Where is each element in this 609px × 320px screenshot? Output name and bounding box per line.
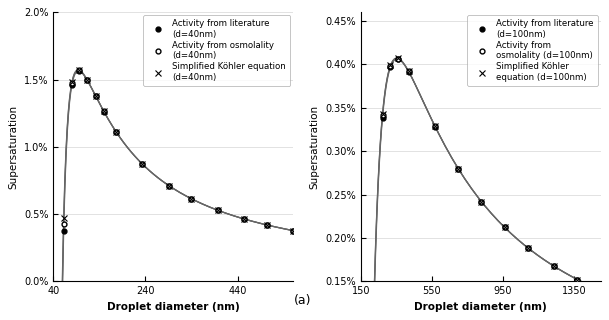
Simplified Köhler
equation (d=100nm) bbox=[454, 167, 462, 171]
Activity from osmolality
(d=40nm) bbox=[76, 68, 83, 72]
Activity from literature
(d=100nm) bbox=[431, 124, 438, 128]
Activity from osmolality
(d=40nm) bbox=[289, 229, 297, 233]
Activity from literature
(d=100nm) bbox=[501, 226, 509, 229]
Simplified Köhler equation
(d=40nm) bbox=[241, 217, 248, 221]
Activity from
osmolality (d=100nm) bbox=[524, 246, 532, 250]
Simplified Köhler equation
(d=40nm) bbox=[188, 197, 195, 201]
Simplified Köhler equation
(d=40nm) bbox=[165, 184, 172, 188]
Line: Activity from literature
(d=40nm): Activity from literature (d=40nm) bbox=[51, 68, 295, 320]
Simplified Köhler
equation (d=100nm) bbox=[478, 200, 485, 204]
Activity from
osmolality (d=100nm) bbox=[597, 289, 604, 292]
Activity from
osmolality (d=100nm) bbox=[454, 167, 462, 171]
Activity from literature
(d=100nm) bbox=[387, 65, 394, 69]
Simplified Köhler
equation (d=100nm) bbox=[387, 63, 394, 67]
Activity from
osmolality (d=100nm) bbox=[395, 57, 402, 60]
Activity from literature
(d=100nm) bbox=[379, 116, 386, 119]
Simplified Köhler equation
(d=40nm) bbox=[76, 68, 83, 72]
Activity from literature
(d=40nm) bbox=[83, 78, 91, 82]
Simplified Köhler equation
(d=40nm) bbox=[92, 94, 99, 98]
Line: Activity from osmolality
(d=40nm): Activity from osmolality (d=40nm) bbox=[51, 68, 295, 320]
Activity from osmolality
(d=40nm) bbox=[60, 222, 68, 226]
Simplified Köhler
equation (d=100nm) bbox=[551, 264, 558, 268]
Activity from osmolality
(d=40nm) bbox=[188, 197, 195, 201]
Activity from osmolality
(d=40nm) bbox=[165, 184, 172, 188]
Simplified Köhler equation
(d=40nm) bbox=[113, 130, 120, 134]
Simplified Köhler equation
(d=40nm) bbox=[263, 223, 270, 227]
Line: Activity from literature
(d=100nm): Activity from literature (d=100nm) bbox=[350, 57, 603, 320]
Simplified Köhler equation
(d=40nm) bbox=[214, 208, 222, 212]
Activity from literature
(d=40nm) bbox=[100, 110, 108, 114]
Simplified Köhler equation
(d=40nm) bbox=[60, 216, 68, 220]
Activity from osmolality
(d=40nm) bbox=[68, 81, 76, 85]
Activity from
osmolality (d=100nm) bbox=[551, 264, 558, 268]
Activity from osmolality
(d=40nm) bbox=[139, 162, 146, 166]
Activity from literature
(d=40nm) bbox=[92, 94, 99, 98]
Simplified Köhler equation
(d=40nm) bbox=[83, 78, 91, 82]
Activity from osmolality
(d=40nm) bbox=[100, 109, 108, 113]
Activity from literature
(d=40nm) bbox=[76, 69, 83, 73]
Activity from literature
(d=100nm) bbox=[574, 278, 581, 282]
Activity from osmolality
(d=40nm) bbox=[263, 223, 270, 227]
Simplified Köhler
equation (d=100nm) bbox=[431, 124, 438, 128]
Line: Simplified Köhler equation
(d=40nm): Simplified Köhler equation (d=40nm) bbox=[50, 67, 296, 320]
X-axis label: Droplet diameter (nm): Droplet diameter (nm) bbox=[107, 302, 239, 312]
Activity from osmolality
(d=40nm) bbox=[83, 78, 91, 82]
Activity from literature
(d=40nm) bbox=[241, 217, 248, 221]
Simplified Köhler equation
(d=40nm) bbox=[68, 80, 76, 84]
Activity from literature
(d=40nm) bbox=[188, 197, 195, 201]
Activity from literature
(d=100nm) bbox=[454, 167, 462, 171]
Activity from literature
(d=40nm) bbox=[289, 229, 297, 233]
Simplified Köhler
equation (d=100nm) bbox=[597, 289, 604, 292]
Activity from literature
(d=100nm) bbox=[551, 264, 558, 268]
Activity from
osmolality (d=100nm) bbox=[379, 113, 386, 117]
Y-axis label: Supersaturation: Supersaturation bbox=[310, 105, 320, 189]
Simplified Köhler
equation (d=100nm) bbox=[574, 278, 581, 282]
Activity from
osmolality (d=100nm) bbox=[431, 124, 438, 128]
Activity from osmolality
(d=40nm) bbox=[241, 217, 248, 221]
Activity from osmolality
(d=40nm) bbox=[113, 130, 120, 134]
Activity from literature
(d=40nm) bbox=[263, 223, 270, 227]
Simplified Köhler equation
(d=40nm) bbox=[289, 229, 297, 233]
Activity from
osmolality (d=100nm) bbox=[574, 278, 581, 282]
Activity from
osmolality (d=100nm) bbox=[501, 226, 509, 229]
Simplified Köhler
equation (d=100nm) bbox=[524, 246, 532, 250]
Activity from osmolality
(d=40nm) bbox=[92, 94, 99, 98]
Activity from literature
(d=100nm) bbox=[524, 246, 532, 250]
Simplified Köhler
equation (d=100nm) bbox=[395, 57, 402, 60]
Legend: Activity from literature
(d=40nm), Activity from osmolality
(d=40nm), Simplified: Activity from literature (d=40nm), Activ… bbox=[143, 15, 290, 86]
Simplified Köhler equation
(d=40nm) bbox=[139, 162, 146, 166]
Activity from literature
(d=100nm) bbox=[405, 70, 412, 74]
Activity from literature
(d=100nm) bbox=[478, 200, 485, 204]
Activity from
osmolality (d=100nm) bbox=[387, 64, 394, 68]
Activity from literature
(d=40nm) bbox=[60, 229, 68, 233]
Text: (a): (a) bbox=[294, 294, 311, 307]
Activity from
osmolality (d=100nm) bbox=[405, 69, 412, 73]
Activity from literature
(d=40nm) bbox=[139, 162, 146, 166]
Simplified Köhler
equation (d=100nm) bbox=[501, 226, 509, 229]
Line: Simplified Köhler
equation (d=100nm): Simplified Köhler equation (d=100nm) bbox=[349, 55, 604, 320]
Simplified Köhler equation
(d=40nm) bbox=[100, 109, 108, 113]
Activity from
osmolality (d=100nm) bbox=[478, 200, 485, 204]
X-axis label: Droplet diameter (nm): Droplet diameter (nm) bbox=[414, 302, 547, 312]
Activity from literature
(d=100nm) bbox=[395, 57, 402, 61]
Activity from osmolality
(d=40nm) bbox=[214, 208, 222, 212]
Simplified Köhler
equation (d=100nm) bbox=[405, 69, 412, 73]
Legend: Activity from literature
(d=100nm), Activity from
osmolality (d=100nm), Simplifi: Activity from literature (d=100nm), Acti… bbox=[467, 15, 598, 86]
Activity from literature
(d=40nm) bbox=[113, 130, 120, 134]
Activity from literature
(d=40nm) bbox=[165, 184, 172, 188]
Activity from literature
(d=40nm) bbox=[214, 208, 222, 212]
Y-axis label: Supersaturation: Supersaturation bbox=[9, 105, 18, 189]
Activity from literature
(d=40nm) bbox=[68, 83, 76, 87]
Line: Activity from
osmolality (d=100nm): Activity from osmolality (d=100nm) bbox=[350, 56, 603, 320]
Simplified Köhler
equation (d=100nm) bbox=[379, 112, 386, 116]
Activity from literature
(d=100nm) bbox=[597, 289, 604, 292]
